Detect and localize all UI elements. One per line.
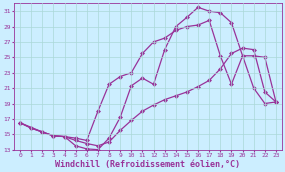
X-axis label: Windchill (Refroidissement éolien,°C): Windchill (Refroidissement éolien,°C) bbox=[56, 159, 241, 169]
